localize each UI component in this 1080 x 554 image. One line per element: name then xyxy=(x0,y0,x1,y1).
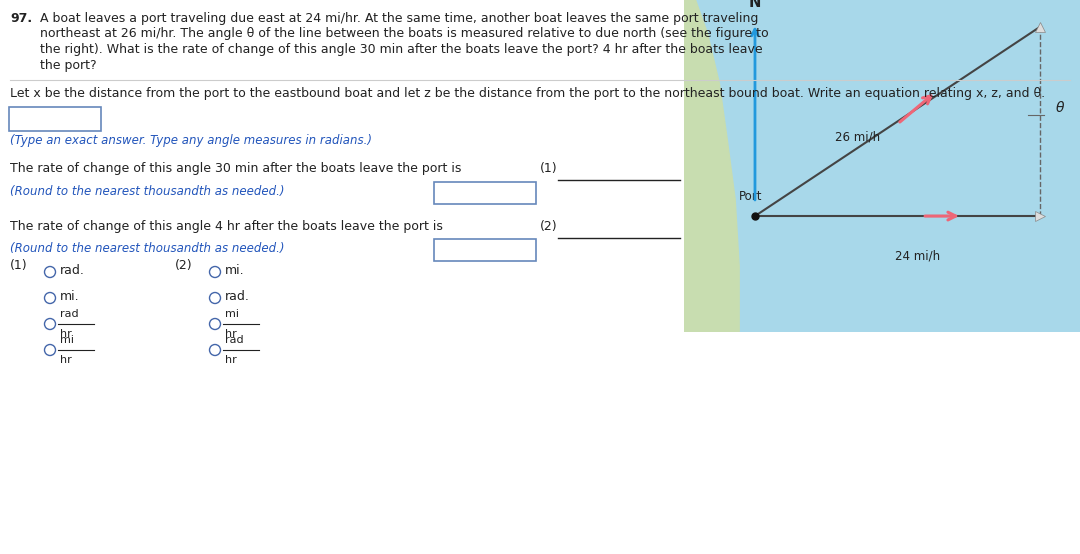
Text: (2): (2) xyxy=(175,259,192,273)
Text: rad.: rad. xyxy=(60,264,85,278)
Text: 26 mi/h: 26 mi/h xyxy=(835,130,880,143)
Text: mi: mi xyxy=(225,309,239,319)
Text: (Round to the nearest thousandth as needed.): (Round to the nearest thousandth as need… xyxy=(10,185,284,198)
Text: 24 mi/h: 24 mi/h xyxy=(895,249,940,262)
Text: the port?: the port? xyxy=(40,59,96,71)
Text: (2): (2) xyxy=(540,220,557,233)
Text: N: N xyxy=(748,0,761,10)
Text: Let x be the distance from the port to the eastbound boat and let z be the dista: Let x be the distance from the port to t… xyxy=(10,87,1045,100)
Text: (1): (1) xyxy=(540,162,557,175)
FancyBboxPatch shape xyxy=(434,239,536,261)
Text: θ: θ xyxy=(1056,101,1065,115)
Text: rad: rad xyxy=(225,335,244,345)
Text: hr: hr xyxy=(225,329,237,339)
Text: northeast at 26 mi/hr. The angle θ of the line between the boats is measured rel: northeast at 26 mi/hr. The angle θ of th… xyxy=(40,28,769,40)
Text: the right). What is the rate of change of this angle 30 min after the boats leav: the right). What is the rate of change o… xyxy=(40,43,762,56)
Text: (Round to the nearest thousandth as needed.): (Round to the nearest thousandth as need… xyxy=(10,242,284,255)
Polygon shape xyxy=(684,0,739,332)
Text: (1): (1) xyxy=(10,259,28,273)
Text: hr: hr xyxy=(60,329,71,339)
Text: mi.: mi. xyxy=(60,290,80,304)
Text: mi.: mi. xyxy=(225,264,245,278)
Text: rad: rad xyxy=(60,309,79,319)
Text: A boat leaves a port traveling due east at 24 mi/hr. At the same time, another b: A boat leaves a port traveling due east … xyxy=(40,12,758,25)
FancyBboxPatch shape xyxy=(9,107,102,131)
Text: (Type an exact answer. Type any angle measures in radians.): (Type an exact answer. Type any angle me… xyxy=(10,134,372,147)
Text: hr: hr xyxy=(225,355,237,365)
FancyBboxPatch shape xyxy=(434,182,536,204)
Text: The rate of change of this angle 30 min after the boats leave the port is: The rate of change of this angle 30 min … xyxy=(10,162,461,175)
Text: mi: mi xyxy=(60,335,75,345)
Text: Port: Port xyxy=(740,190,762,203)
Text: The rate of change of this angle 4 hr after the boats leave the port is: The rate of change of this angle 4 hr af… xyxy=(10,220,443,233)
Text: hr: hr xyxy=(60,355,71,365)
Text: 97.: 97. xyxy=(10,12,32,25)
Text: rad.: rad. xyxy=(225,290,249,304)
